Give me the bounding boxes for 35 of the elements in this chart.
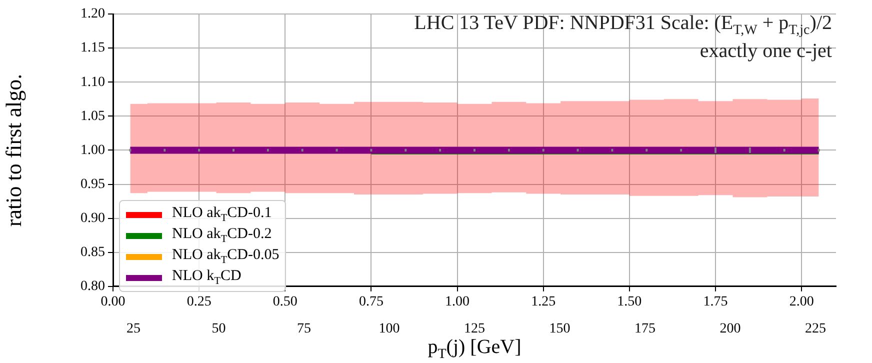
x2-tick-label: 225 xyxy=(805,321,826,336)
x-tick-label: 2.00 xyxy=(789,294,814,310)
x2-tick-label: 25 xyxy=(126,321,140,336)
x2-tick-label: 100 xyxy=(378,321,400,336)
x2-tick-label: 200 xyxy=(720,321,741,336)
x-tick-label: 1.00 xyxy=(445,294,470,310)
x2-tick-label: 125 xyxy=(464,321,485,336)
x-tick-label: 0.75 xyxy=(358,294,384,310)
x2-tick-label: 150 xyxy=(549,321,570,336)
y-tick-label: 0.95 xyxy=(80,176,105,192)
x-tick-label: 1.50 xyxy=(617,294,642,310)
y-tick-label: 1.05 xyxy=(80,108,105,124)
text: exactly one c-jet xyxy=(700,40,832,63)
x2-tick-label: 75 xyxy=(296,321,311,336)
legend-label: NLO ak$_{T}$CD-0.2 xyxy=(172,226,272,245)
legend-label: NLO ak$_{T}$CD-0.05 xyxy=(172,247,280,266)
x2-tick-label: 50 xyxy=(212,321,226,336)
legend-label: NLO ak$_{T}$CD-0.1 xyxy=(172,205,272,224)
y-axis-title: ratio to first algo. xyxy=(0,74,26,227)
y-tick-label: 1.20 xyxy=(80,6,105,22)
x-tick-label: 0.25 xyxy=(186,294,212,310)
y-tick-label: 1.10 xyxy=(80,74,105,90)
x2-tick-label: 175 xyxy=(634,321,656,336)
x-axis-title: p$_{T}$(j) [GeV] xyxy=(426,336,522,363)
legend-label: NLO k$_{T}$CD xyxy=(172,268,242,287)
x-tick-label: 0.50 xyxy=(272,294,298,310)
chart-title: LHC 13 TeV PDF: NNPDF31 Scale: (E$_{T,W}$ + p$_{T,jc}$)/2 xyxy=(414,12,832,39)
x-tick-label: 1.25 xyxy=(531,294,556,310)
y-tick-label: 1.00 xyxy=(80,142,105,158)
y-tick-label: 0.90 xyxy=(80,210,105,226)
y-tick-label: 0.85 xyxy=(80,245,105,260)
y-tick-label: 0.80 xyxy=(80,279,105,294)
x-tick-label: 0.00 xyxy=(100,294,126,310)
x-tick-label: 1.75 xyxy=(703,294,728,310)
y-tick-label: 1.15 xyxy=(80,40,105,56)
